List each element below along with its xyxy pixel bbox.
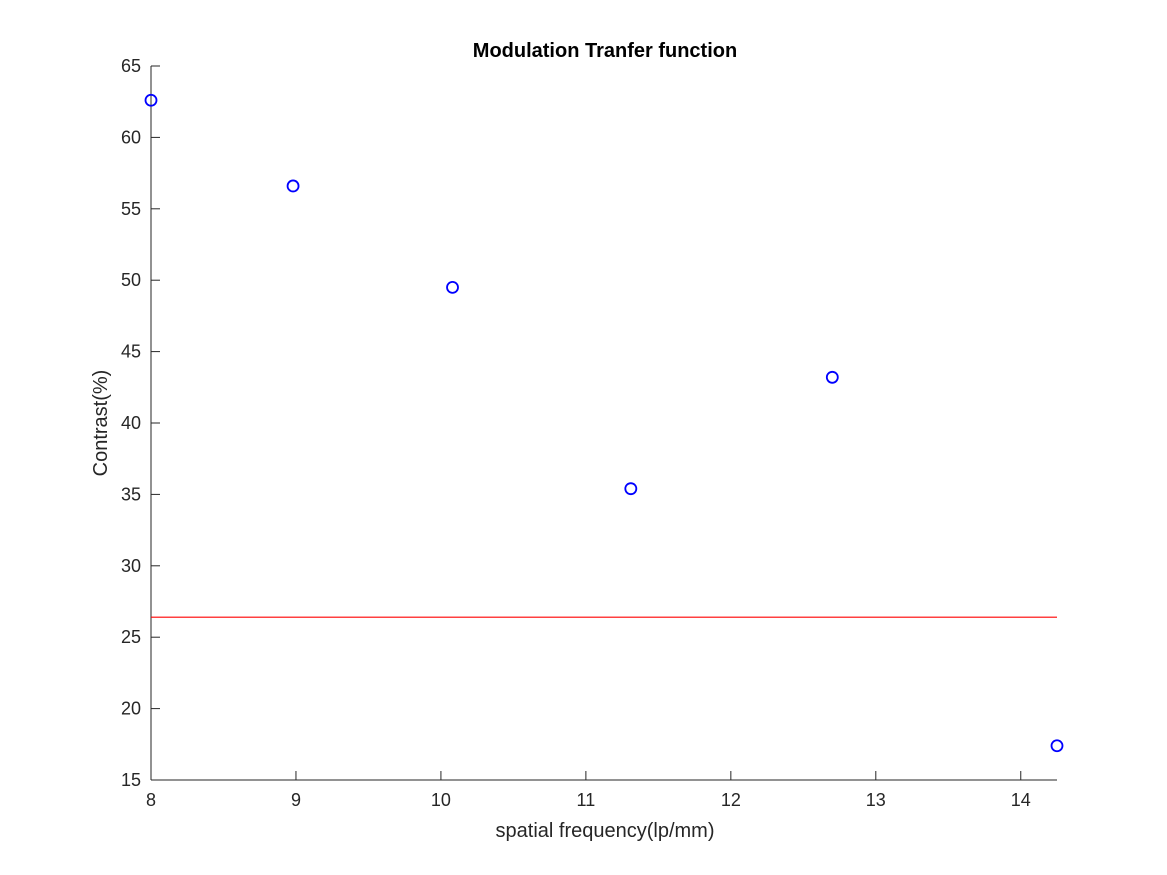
y-tick-label: 25	[121, 627, 141, 647]
x-tick-label: 12	[721, 790, 741, 810]
axes: 8 9 10 11 12 13 14 15 20 25 30 35 40 45 50 55 60 65	[121, 56, 1057, 810]
x-tick-label: 13	[866, 790, 886, 810]
data-points	[144, 93, 1064, 753]
data-point	[624, 482, 638, 496]
x-tick-label: 14	[1011, 790, 1031, 810]
data-point	[825, 370, 839, 384]
x-tick-label: 8	[146, 790, 156, 810]
data-point	[144, 93, 158, 107]
y-tick-label: 40	[121, 413, 141, 433]
x-axis-label: spatial frequency(lp/mm)	[496, 820, 715, 842]
y-tick-label: 55	[121, 199, 141, 219]
y-tick-label: 15	[121, 770, 141, 790]
y-tick-label: 35	[121, 484, 141, 504]
y-tick-label: 65	[121, 56, 141, 76]
x-tick-label: 11	[577, 790, 596, 810]
data-point	[286, 179, 300, 193]
y-tick-label: 45	[121, 342, 141, 362]
x-tick-label: 9	[291, 790, 301, 810]
y-axis-label: Contrast(%)	[90, 370, 112, 477]
y-tick-label: 30	[121, 556, 141, 576]
chart-title: Modulation Tranfer function	[473, 40, 737, 62]
y-tick-label: 50	[121, 270, 141, 290]
data-point	[446, 280, 459, 294]
y-tick-label: 60	[121, 127, 141, 147]
y-tick-label: 20	[121, 699, 141, 719]
x-tick-label: 10	[431, 790, 451, 810]
data-point	[1050, 739, 1064, 753]
